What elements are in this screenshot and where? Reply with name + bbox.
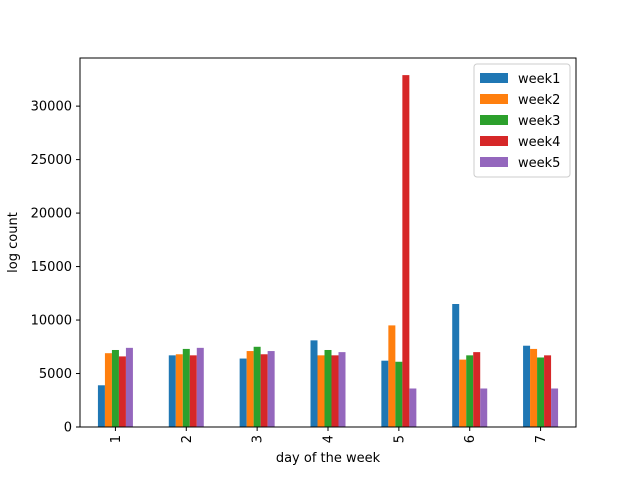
bar-week3-day-1 [111, 349, 119, 427]
legend-label-week1: week1 [518, 72, 560, 87]
x-tick-label: 1 [109, 435, 124, 443]
x-tick-label: 7 [534, 435, 549, 443]
bars-group [97, 75, 559, 428]
bar-week4-day-3 [260, 354, 268, 427]
bar-week2-day-4 [317, 355, 325, 427]
plot-frame [79, 57, 577, 428]
bar-week4-day-2 [189, 355, 197, 427]
legend-label-week2: week2 [518, 93, 560, 108]
y-tick-label: 30000 [31, 100, 72, 115]
legend-label-week3: week3 [518, 114, 560, 129]
bar-week2-day-5 [388, 325, 396, 427]
bar-week2-day-1 [104, 353, 112, 427]
legend-label-week5: week5 [518, 156, 560, 171]
bar-week1-day-6 [452, 304, 460, 427]
bar-week4-day-5 [402, 75, 410, 428]
bar-week1-day-5 [381, 360, 389, 427]
bar-week3-day-5 [395, 361, 403, 427]
bar-week2-day-3 [246, 351, 254, 427]
x-tick-label: 5 [392, 435, 407, 443]
legend-box [473, 63, 571, 178]
bar-week1-day-1 [97, 385, 105, 427]
bar-week4-day-7 [544, 355, 552, 427]
x-tick-label: 3 [251, 435, 266, 443]
x-tick-label: 2 [180, 435, 195, 443]
legend: week1 week2 week3 week4 week5 [473, 63, 571, 178]
bar-week3-day-2 [182, 348, 190, 427]
bar-week2-day-7 [530, 348, 538, 427]
legend-swatch-week3 [480, 115, 508, 125]
legend-swatch-week5 [480, 157, 508, 167]
bar-week5-day-2 [196, 347, 204, 427]
bar-week5-day-4 [338, 352, 346, 427]
bar-week4-day-4 [331, 355, 339, 427]
x-tick-label: 4 [322, 435, 337, 443]
legend-swatch-week2 [480, 94, 508, 104]
bar-week4-day-1 [118, 356, 126, 427]
bar-week4-day-6 [473, 352, 481, 427]
bar-week3-day-7 [537, 357, 545, 427]
bar-week5-day-1 [125, 347, 133, 427]
bar-week5-day-7 [551, 388, 559, 427]
bar-week3-day-3 [253, 346, 261, 427]
y-tick-label: 25000 [31, 153, 72, 168]
bar-week2-day-2 [175, 354, 183, 427]
bar-week1-day-7 [523, 345, 531, 427]
bar-week5-day-5 [409, 388, 417, 427]
bar-week2-day-6 [459, 359, 467, 427]
legend-label-week4: week4 [518, 135, 560, 150]
y-tick-label: 5000 [39, 367, 72, 382]
x-axis-label: day of the week [276, 451, 381, 466]
bar-week3-day-6 [466, 355, 474, 427]
y-axis: 0 5000 10000 15000 20000 25000 30000 [31, 100, 80, 436]
y-tick-label: 15000 [31, 260, 72, 275]
y-tick-label: 10000 [31, 314, 72, 329]
bar-week1-day-2 [168, 355, 176, 427]
bar-week3-day-4 [324, 349, 332, 427]
bar-week5-day-3 [267, 351, 275, 427]
bar-week1-day-4 [310, 340, 318, 427]
y-axis-label: log count [6, 212, 21, 273]
x-axis: 1 2 3 4 5 6 7 [109, 427, 549, 443]
legend-swatch-week4 [480, 136, 508, 146]
bar-week5-day-6 [480, 388, 488, 427]
bar-week1-day-3 [239, 358, 247, 427]
legend-swatch-week1 [480, 73, 508, 83]
y-tick-label: 0 [64, 421, 72, 436]
x-tick-label: 6 [463, 435, 478, 443]
y-tick-label: 20000 [31, 207, 72, 222]
